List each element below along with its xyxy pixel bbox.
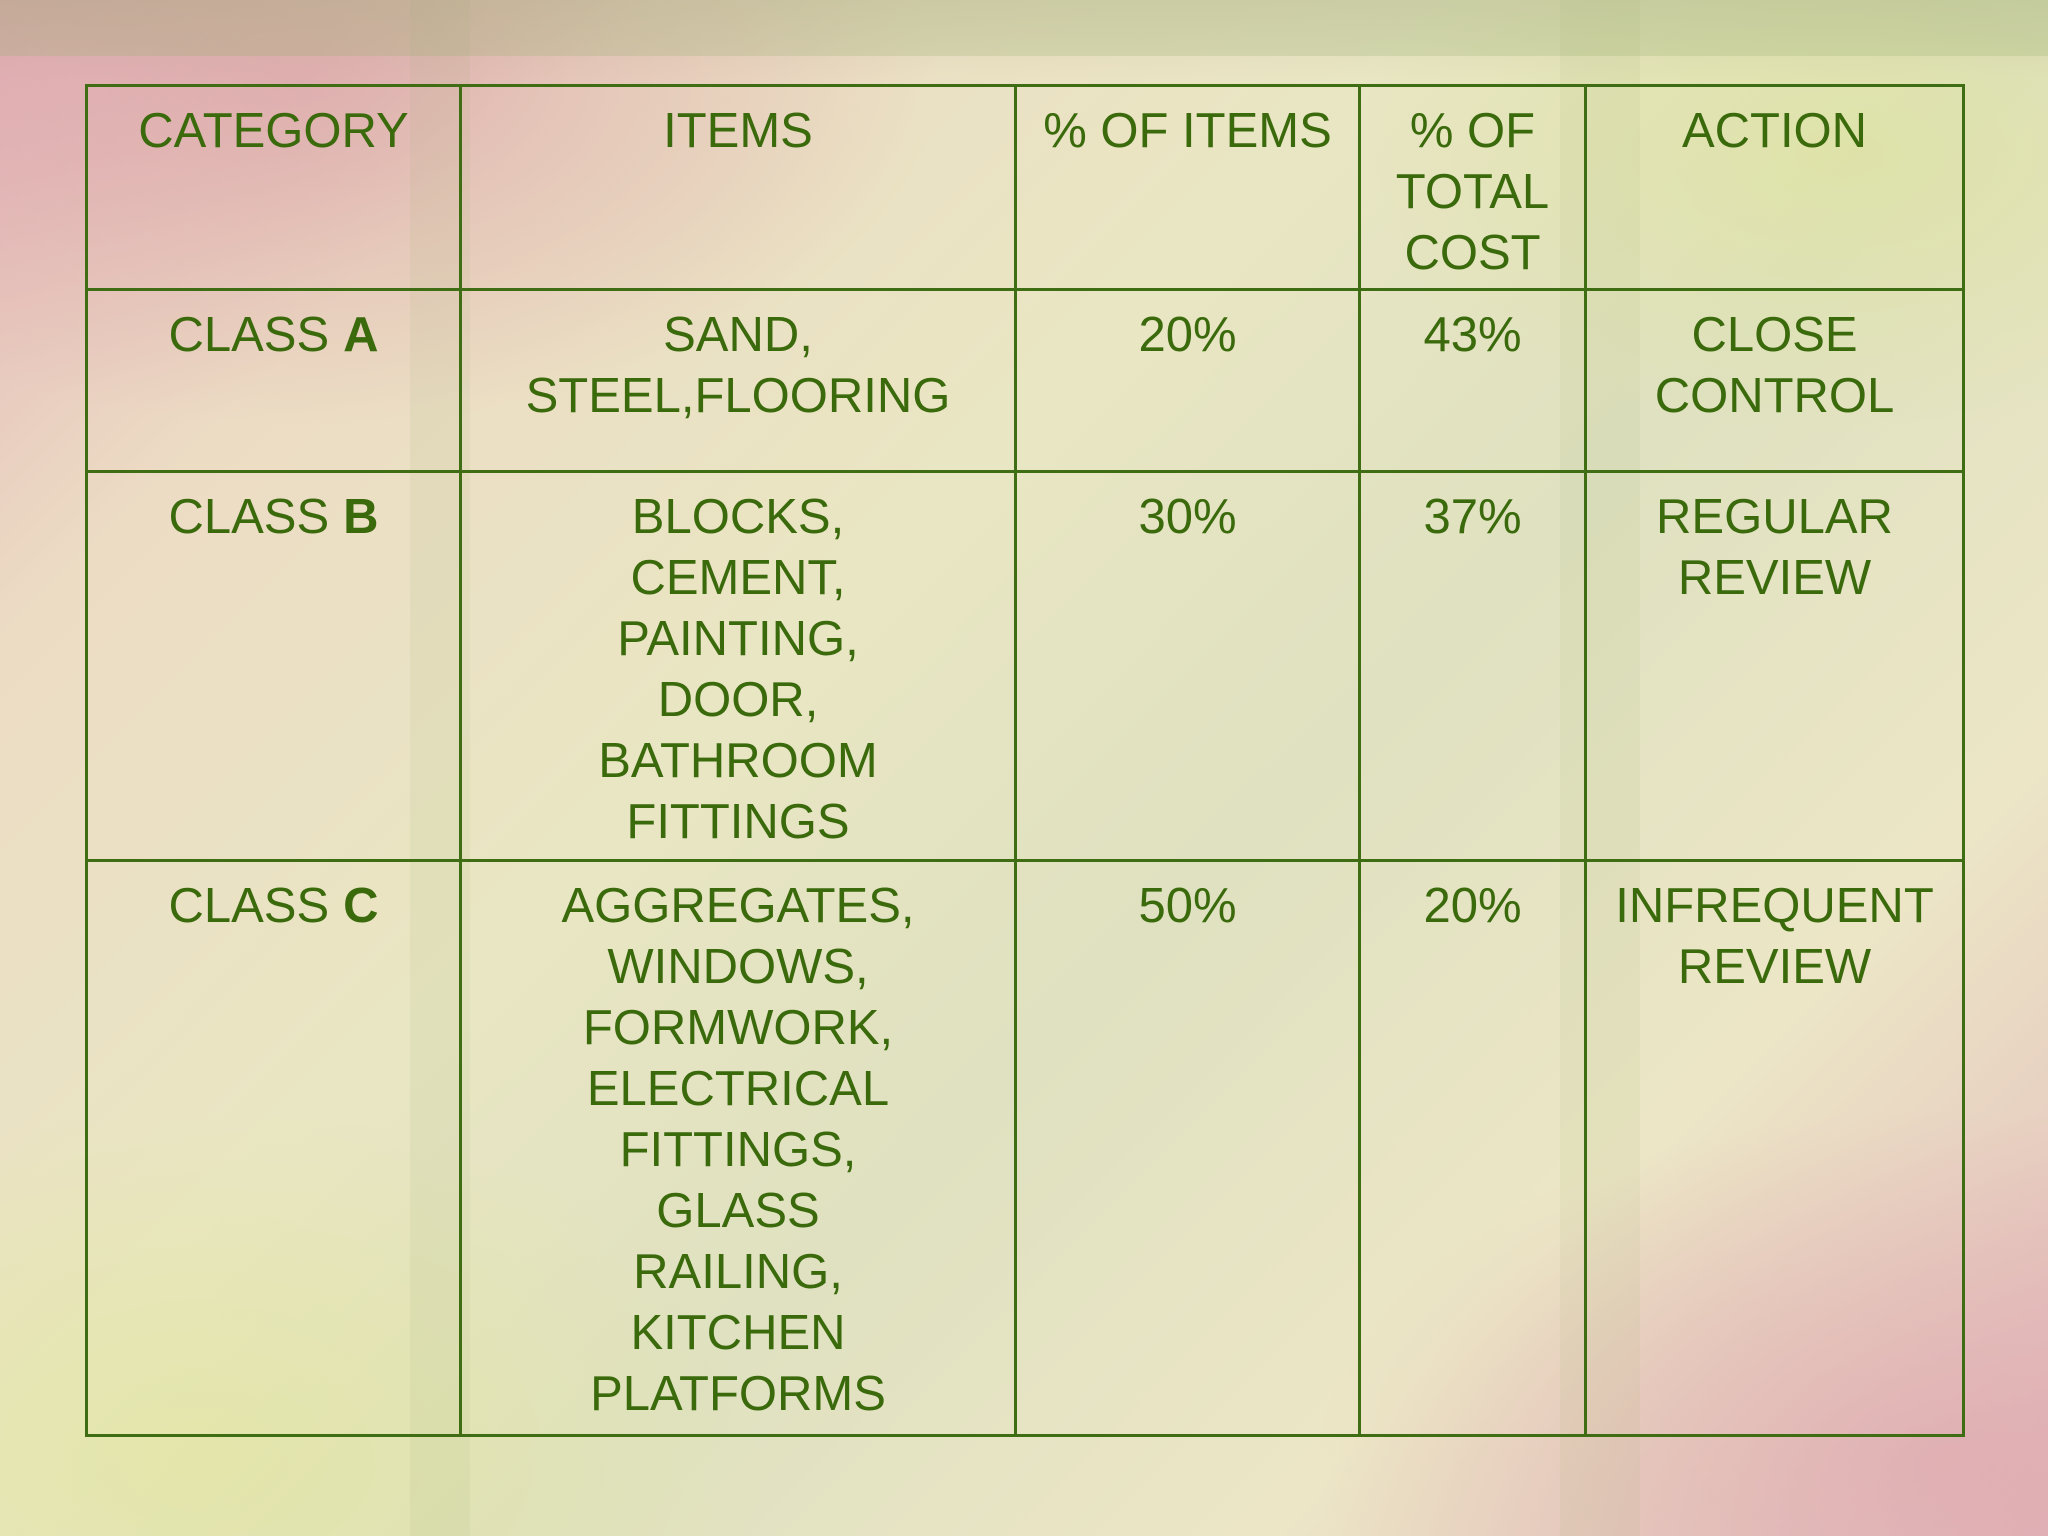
category-letter: A — [343, 308, 379, 362]
items-cell: BLOCKS, CEMENT, PAINTING, DOOR, BATHROOM… — [459, 470, 1017, 862]
percent-of-items-cell: 20% — [1014, 288, 1361, 473]
header-percent-of-total-cost: % OF TOTAL COST — [1358, 84, 1587, 291]
header-action: ACTION — [1584, 84, 1965, 291]
category-prefix: CLASS — [168, 490, 330, 544]
percent-of-total-cost-cell: 20% — [1358, 859, 1587, 1437]
category-prefix: CLASS — [168, 879, 330, 933]
header-percent-of-items: % OF ITEMS — [1014, 84, 1361, 291]
category-cell: CLASS C — [85, 859, 462, 1437]
percent-of-total-cost-cell: 37% — [1358, 470, 1587, 862]
abc-classification-table: CATEGORY ITEMS % OF ITEMS % OF TOTAL COS… — [85, 84, 1965, 1437]
percent-of-items-cell: 50% — [1014, 859, 1361, 1437]
percent-of-items-cell: 30% — [1014, 470, 1361, 862]
table-row-class-b: CLASS B BLOCKS, CEMENT, PAINTING, DOOR, B… — [85, 470, 1965, 862]
items-cell: AGGREGATES, WINDOWS, FORMWORK, ELECTRICA… — [459, 859, 1017, 1437]
table-row-class-a: CLASS A SAND, STEEL,FLOORING 20% 43% CLOS… — [85, 288, 1965, 473]
action-cell: CLOSE CONTROL — [1584, 288, 1965, 473]
category-cell: CLASS A — [85, 288, 462, 473]
category-letter: C — [343, 879, 379, 933]
action-cell: REGULAR REVIEW — [1584, 470, 1965, 862]
items-cell: SAND, STEEL,FLOORING — [459, 288, 1017, 473]
table-header-row: CATEGORY ITEMS % OF ITEMS % OF TOTAL COS… — [85, 84, 1965, 291]
header-items: ITEMS — [459, 84, 1017, 291]
percent-of-total-cost-cell: 43% — [1358, 288, 1587, 473]
header-category: CATEGORY — [85, 84, 462, 291]
action-cell: INFREQUENT REVIEW — [1584, 859, 1965, 1437]
category-letter: B — [343, 490, 379, 544]
table-row-class-c: CLASS C AGGREGATES, WINDOWS, FORMWORK, EL… — [85, 859, 1965, 1437]
category-prefix: CLASS — [168, 308, 330, 362]
category-cell: CLASS B — [85, 470, 462, 862]
